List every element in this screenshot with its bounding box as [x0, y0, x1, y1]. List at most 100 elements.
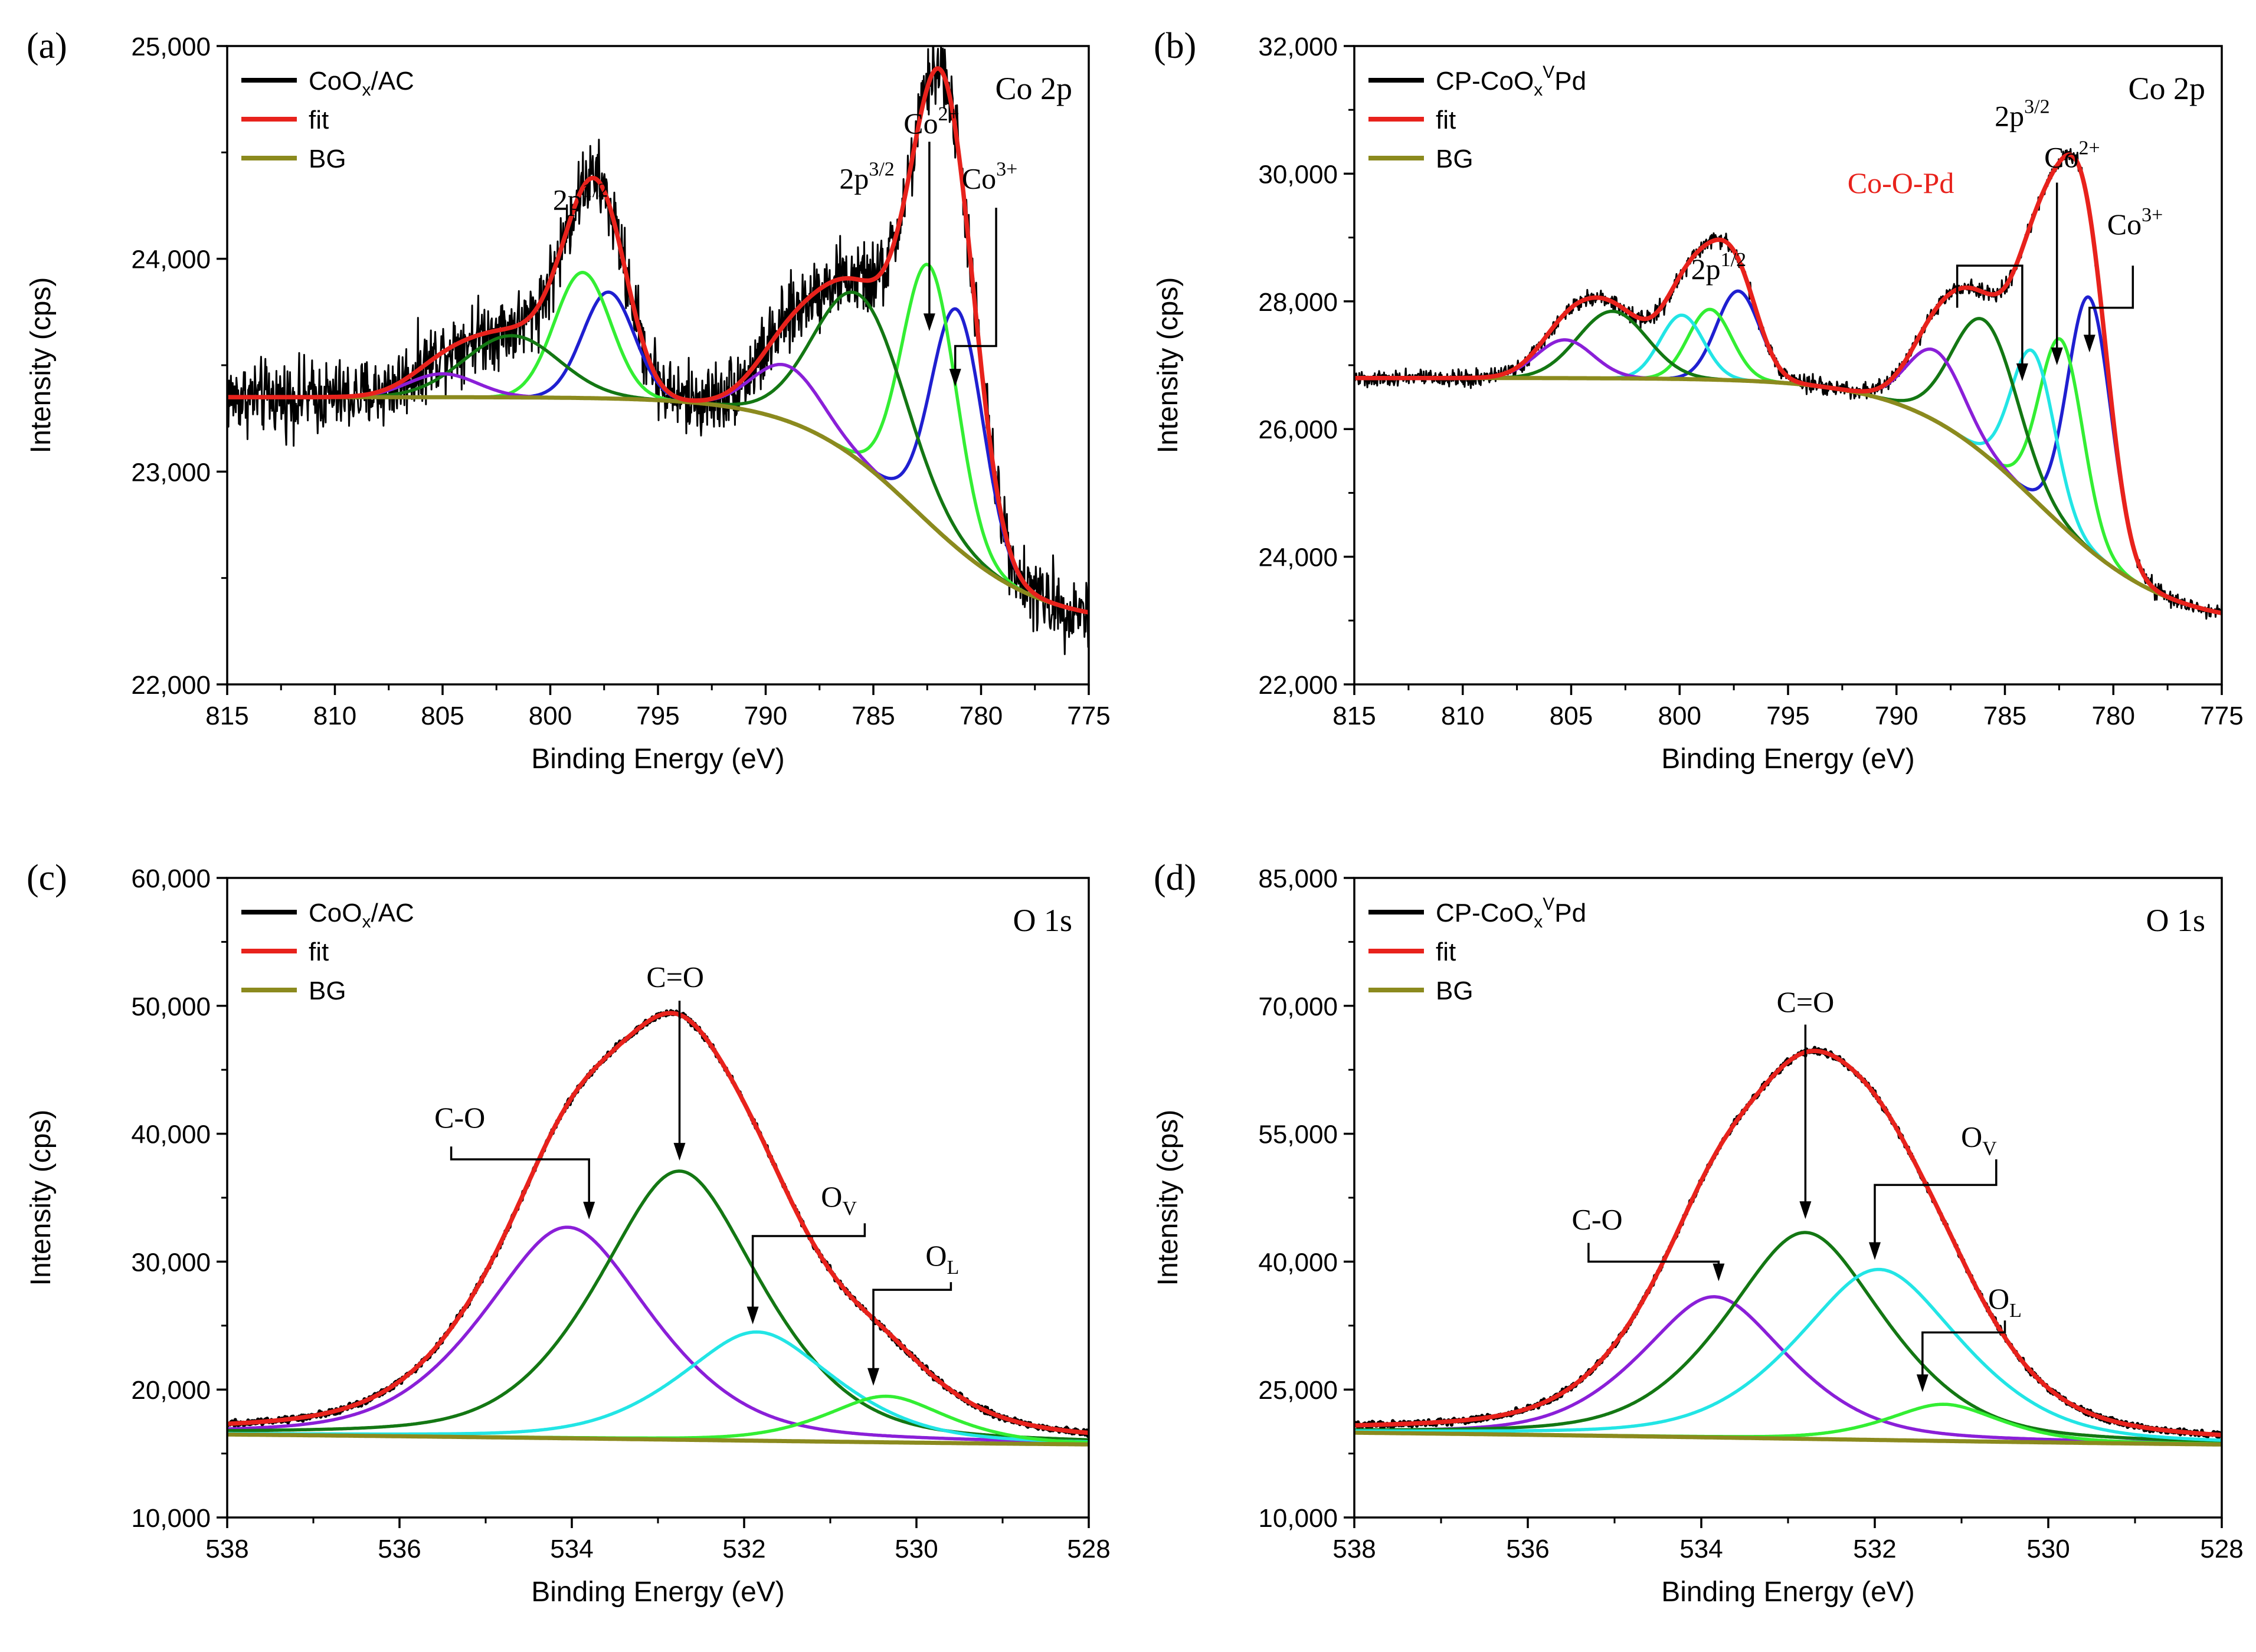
peak-annotation-2: 2p3/2 [1995, 96, 2049, 132]
x-axis-label: Binding Energy (eV) [1661, 743, 1915, 775]
annotation-arrow-3 [1874, 1159, 1998, 1245]
y-axis-label: Intensity (cps) [25, 277, 57, 454]
x-axis-label: Binding Energy (eV) [1661, 1576, 1915, 1608]
fit-series [1354, 152, 2222, 615]
peak-annotation-4: OL [1988, 1282, 2022, 1322]
peak-annotation-1: C=O [646, 960, 704, 993]
x-tick-label: 815 [205, 702, 248, 730]
y-tick-label: 24,000 [131, 245, 211, 274]
peak-annotation-5: Co-O-Pd [1848, 166, 1954, 199]
panel-title: O 1s [1013, 903, 1072, 938]
annotation-arrowhead-1 [2051, 348, 2063, 365]
panel-label: (c) [27, 858, 67, 898]
annotation-arrowhead-4 [867, 1368, 879, 1386]
annotation-arrow-3 [751, 1223, 866, 1309]
raw-data-series [227, 46, 1089, 655]
x-tick-label: 795 [1766, 702, 1809, 730]
x-tick-label: 800 [1658, 702, 1701, 730]
x-axis-label: Binding Energy (eV) [531, 1576, 785, 1608]
y-tick-label: 70,000 [1258, 992, 1338, 1021]
x-tick-label: 790 [1875, 702, 1918, 730]
annotation-arrowhead-3 [1869, 1242, 1881, 1260]
x-tick-label: 775 [2200, 702, 2243, 730]
peak-annotation-3: OV [1961, 1120, 1997, 1159]
chart-panel-2: 538 536 534 532 530 528 10,000 20,000 30,000 40,0… [25, 858, 1111, 1608]
annotation-arrow-4 [1921, 1320, 2006, 1377]
x-tick-label: 536 [1506, 1535, 1549, 1564]
peak-annotation-4: OL [925, 1239, 959, 1279]
x-tick-label: 532 [1853, 1535, 1896, 1564]
x-tick-label: 815 [1332, 702, 1376, 730]
peak-annotation-3: Co2+ [2044, 137, 2100, 174]
y-tick-label: 10,000 [1258, 1504, 1338, 1533]
x-tick-label: 538 [1332, 1535, 1376, 1564]
y-tick-label: 32,000 [1258, 32, 1338, 61]
y-tick-label: 60,000 [131, 864, 211, 893]
x-tick-label: 528 [2200, 1535, 2243, 1564]
x-tick-label: 534 [1679, 1535, 1723, 1564]
peak-annotation-3: Co2+ [903, 103, 960, 140]
chart-panel-1: 815 810 805 800 795 790 785 780 775 22,000 24,000 2… [1152, 26, 2244, 775]
y-tick-label: 55,000 [1258, 1120, 1338, 1149]
panel-title: Co 2p [2128, 71, 2205, 106]
component-peak-1 [227, 307, 1089, 614]
legend-label-3: BG [309, 976, 346, 1005]
peak-annotation-4: Co3+ [2107, 204, 2163, 241]
x-tick-label: 785 [1983, 702, 2026, 730]
peak-annotation-2: C-O [434, 1101, 485, 1134]
plot-area [227, 46, 1089, 655]
component-peak-3 [227, 290, 1089, 614]
x-tick-label: 536 [378, 1535, 421, 1564]
legend-label-2: fit [309, 106, 329, 135]
panel-title: O 1s [2146, 903, 2205, 938]
y-tick-label: 22,000 [1258, 671, 1338, 700]
fit-series [1354, 1048, 2222, 1437]
annotation-arrow-4 [872, 1282, 952, 1371]
x-tick-label: 785 [852, 702, 895, 730]
annotation-arrowhead-1 [923, 313, 935, 332]
component-peak-3 [227, 1330, 1089, 1444]
annotation-arrowhead-2 [949, 369, 961, 387]
y-tick-label: 25,000 [131, 32, 211, 61]
peak-annotation-1: C=O [1777, 985, 1835, 1018]
legend-label-3: BG [309, 145, 346, 173]
component-peak-3 [1354, 1267, 2222, 1442]
legend-label-2: fit [309, 938, 329, 966]
legend-label-1: CoOx/AC [309, 67, 414, 100]
peak-annotation-3: OV [821, 1180, 857, 1220]
x-tick-label: 780 [960, 702, 1003, 730]
background-series [1354, 376, 2222, 615]
raw-data-series [227, 1009, 1089, 1438]
y-tick-label: 26,000 [1258, 415, 1338, 444]
annotation-arrow-2 [1587, 1243, 1720, 1266]
component-peak-9 [1354, 309, 2222, 615]
component-peak-6 [227, 271, 1089, 614]
peak-annotation-1: 2p1/2 [1691, 249, 1746, 286]
component-peak-2 [227, 1169, 1089, 1442]
x-axis-label: Binding Energy (eV) [531, 743, 785, 775]
annotation-arrowhead-3 [746, 1306, 759, 1325]
annotation-arrowhead-1 [1799, 1201, 1812, 1220]
component-peak-2 [227, 263, 1089, 614]
x-tick-label: 810 [313, 702, 356, 730]
y-tick-label: 23,000 [131, 458, 211, 487]
component-peak-7 [1354, 307, 2222, 615]
chart-panel-0: 815 810 805 800 795 790 785 780 775 22,000 23,000 2… [25, 26, 1111, 775]
background-series [227, 395, 1089, 615]
x-tick-label: 538 [205, 1535, 248, 1564]
y-axis-label: Intensity (cps) [1152, 277, 1184, 454]
x-tick-label: 790 [744, 702, 787, 730]
peak-annotation-2: 2p3/2 [839, 159, 894, 195]
plot-area [1354, 148, 2222, 620]
annotation-arrowhead-1 [673, 1143, 686, 1161]
y-axis-label: Intensity (cps) [1152, 1110, 1184, 1286]
x-tick-label: 780 [2092, 702, 2135, 730]
component-peak-1 [1354, 1295, 2222, 1445]
annotation-arrowhead-2 [2016, 363, 2028, 382]
annotation-arrowhead-3 [2083, 335, 2095, 353]
background-series [1354, 1430, 2222, 1447]
y-tick-label: 40,000 [1258, 1248, 1338, 1277]
fit-series [227, 1011, 1089, 1435]
panel-label: (b) [1154, 26, 1196, 66]
component-peak-1 [227, 1225, 1089, 1444]
